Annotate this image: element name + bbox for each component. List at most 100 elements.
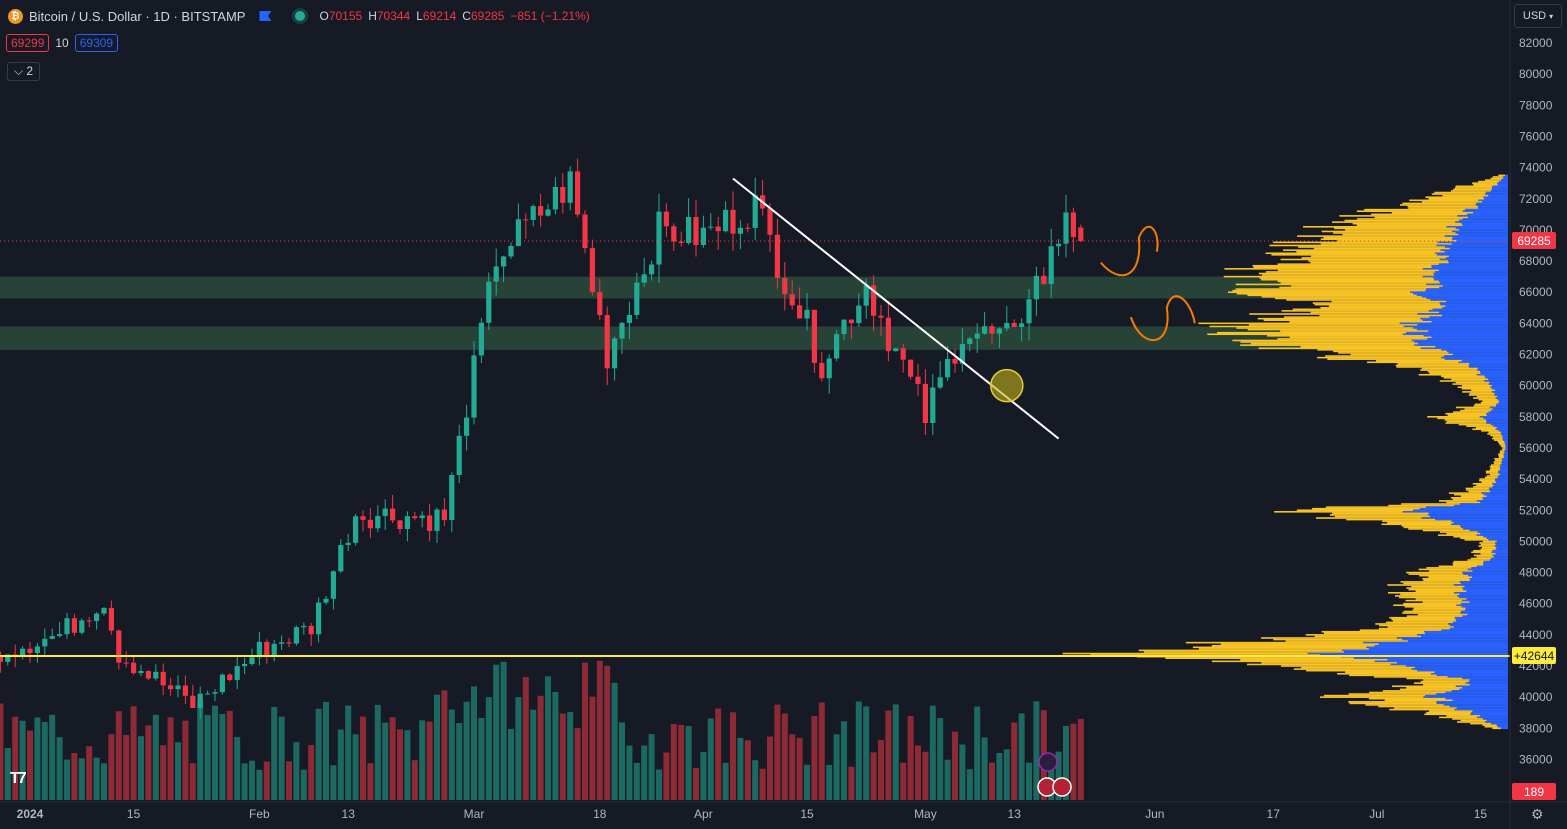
price-tick-label: 72000 [1519, 192, 1553, 206]
volume-bar [101, 763, 107, 800]
candle [671, 226, 677, 242]
event-markers[interactable] [1037, 752, 1072, 797]
ohlc-values: O70155 H70344 L69214 C69285 −851 (−1.21%… [319, 9, 590, 23]
candle [996, 328, 1002, 334]
time-tick-label: 17 [1267, 807, 1281, 821]
candle [20, 648, 26, 656]
chart-lines [0, 240, 1510, 657]
volume-bar [693, 768, 699, 800]
candle [34, 646, 40, 654]
volume-bar [515, 697, 522, 800]
candle [449, 475, 455, 521]
volume-bar [826, 765, 833, 800]
volume-bar [397, 729, 403, 800]
candle [612, 338, 618, 369]
candle [145, 670, 151, 679]
candle [841, 319, 847, 335]
candle [375, 515, 381, 529]
spread-value: 10 [55, 36, 69, 50]
candle [249, 657, 255, 665]
candle [1011, 322, 1017, 327]
volume-bar [1018, 713, 1025, 800]
price-tick-label: 68000 [1519, 254, 1553, 268]
volume-bar [611, 682, 618, 800]
volume-bar [115, 711, 122, 800]
volume-bar [966, 769, 973, 800]
high-value: 70344 [376, 9, 411, 23]
volume-bar [204, 714, 211, 800]
candle [582, 214, 588, 249]
time-axis[interactable]: 2024 15 Feb 13 Mar 18 Apr 15 May 13 Jun 17 Jul 15 [17, 807, 1488, 821]
time-tick-label: Jun [1145, 807, 1164, 821]
support-zones [0, 276, 1508, 350]
candle [182, 685, 188, 696]
price-tick-label: 82000 [1519, 36, 1553, 50]
volume-bar [707, 718, 714, 800]
volume-bar [323, 701, 329, 800]
volume-bar [49, 714, 56, 800]
tradingview-logo[interactable]: T7 [10, 770, 27, 787]
time-tick-label: 2024 [17, 807, 44, 821]
candle [138, 670, 144, 674]
volume-bar [989, 762, 995, 800]
volume-bar [811, 716, 818, 800]
price-tick-label: 58000 [1519, 410, 1553, 424]
volume-bar [152, 714, 159, 800]
volume-label: 189 [1524, 785, 1544, 799]
drawings[interactable] [732, 177, 1196, 440]
price-axis[interactable]: 8200080000780007600074000720007000068000… [1519, 36, 1553, 766]
candle [219, 674, 225, 693]
volume-bar [574, 728, 581, 800]
volume-bar [256, 769, 263, 800]
candle [626, 314, 632, 323]
volume-bar [730, 712, 736, 800]
buy-button[interactable]: 69309 [74, 34, 119, 52]
settings-gear-icon[interactable]: ⚙ [1531, 806, 1544, 822]
volume-bars [0, 660, 1084, 800]
time-tick-label: 15 [127, 807, 141, 821]
volume-bar [855, 701, 862, 800]
volume-bar [789, 734, 796, 800]
support-zone-1 [0, 276, 1508, 299]
volume-bar [197, 701, 204, 800]
volume-bar [330, 765, 337, 800]
candle [538, 206, 544, 216]
volume-bar [411, 760, 418, 800]
volume-bar [870, 752, 877, 800]
time-tick-label: 18 [593, 807, 607, 821]
market-status-icon[interactable] [295, 11, 306, 21]
candle [1056, 243, 1062, 247]
volume-bar [167, 717, 174, 800]
symbol-title[interactable]: Bitcoin / U.S. Dollar · 1D · BITSTAMP [29, 8, 246, 24]
candle [922, 383, 928, 424]
flag-icon[interactable] [259, 11, 272, 21]
candle [286, 642, 292, 644]
highlight-circle [990, 368, 1024, 403]
volume-bar [138, 736, 144, 800]
candle [323, 598, 329, 603]
candle [752, 195, 758, 228]
volume-bar [685, 726, 692, 800]
candle [456, 435, 462, 476]
currency-select[interactable]: USD ▾ [1514, 4, 1562, 28]
volume-bar [300, 769, 307, 800]
volume-bar [1003, 749, 1010, 800]
volume-bar [500, 661, 507, 800]
candle [863, 285, 869, 306]
volume-bar [374, 704, 381, 800]
volume-bar [337, 729, 344, 800]
volume-bar [796, 737, 803, 800]
candle [989, 326, 995, 334]
candle [663, 211, 669, 227]
sell-button[interactable]: 69299 [6, 34, 50, 52]
volume-bar [352, 734, 359, 800]
level-price-label-bg [1512, 646, 1556, 664]
volume-bar [530, 709, 537, 800]
volume-bar [818, 702, 825, 800]
volume-bar [367, 763, 374, 800]
volume-bar [626, 745, 633, 800]
indicators-toggle-button[interactable]: ⌵ 2 [7, 62, 41, 81]
volume-bar [663, 752, 670, 800]
